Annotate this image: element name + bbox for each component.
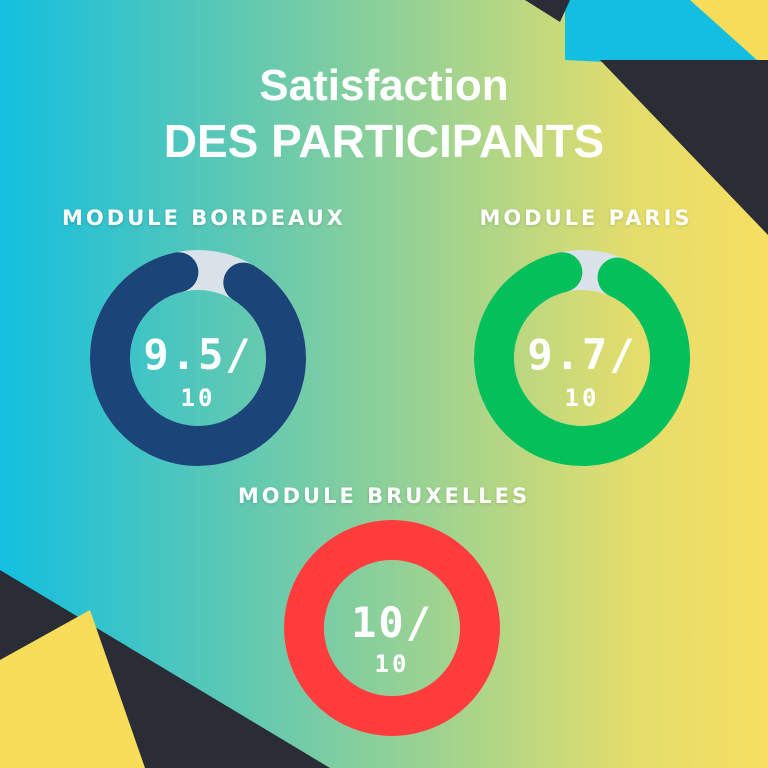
yellow-triangle-bottom-left: [0, 610, 145, 768]
module-label-bordeaux: MODULE BORDEAUX: [62, 206, 346, 230]
module-label-paris: MODULE PARIS: [479, 206, 693, 230]
dark-sliver-bottom-left: [0, 610, 45, 650]
score-max-paris: 10: [564, 384, 600, 412]
score-max-bordeaux: 10: [180, 384, 216, 412]
title-line-1: Satisfaction: [259, 61, 509, 110]
donut-chart-bordeaux: [90, 250, 306, 466]
donut-chart-paris: [474, 250, 690, 466]
dark-band-top-right: [600, 60, 768, 235]
score-value-bordeaux: 9.5/: [143, 330, 253, 379]
donut-value-arc-bordeaux: [90, 250, 306, 466]
score-value-paris: 9.7/: [527, 330, 637, 379]
donut-chart-bruxelles: [284, 520, 500, 736]
score-max-bruxelles: 10: [374, 650, 410, 678]
yellow-triangle-top-right: [690, 0, 768, 70]
module-label-bruxelles: MODULE BRUXELLES: [237, 484, 531, 508]
donut-value-arc-paris: [474, 250, 690, 466]
donut-value-arc-bruxelles: [284, 520, 500, 736]
title-line-2: DES PARTICIPANTS: [163, 115, 605, 167]
score-value-bruxelles: 10/: [351, 598, 433, 647]
dark-notch-top: [525, 0, 570, 22]
